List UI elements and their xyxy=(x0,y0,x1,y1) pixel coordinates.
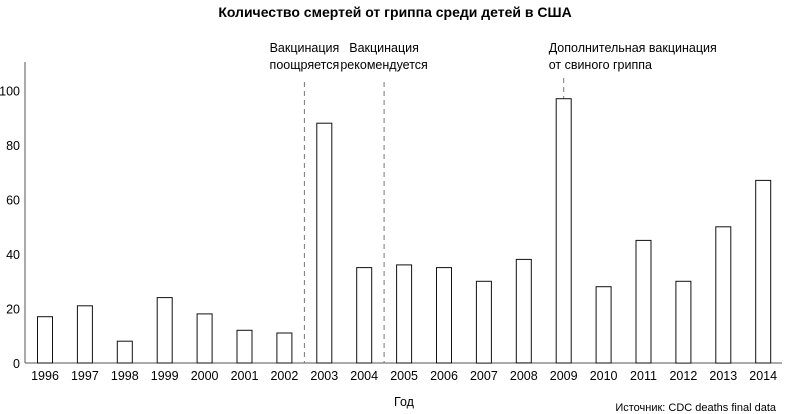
bar-2003 xyxy=(316,122,333,364)
bar-1996 xyxy=(37,316,53,364)
y-tick-label-20: 20 xyxy=(6,303,20,317)
x-tick-label-2010: 2010 xyxy=(590,369,618,383)
y-tick-label-100: 100 xyxy=(0,85,20,99)
x-tick-label-2006: 2006 xyxy=(430,369,458,383)
bar-2010 xyxy=(595,286,612,364)
y-tick-label-60: 60 xyxy=(6,194,20,208)
bars xyxy=(37,98,772,364)
x-tick-label-1999: 1999 xyxy=(151,369,179,383)
bar-1997 xyxy=(76,305,93,364)
bar-2001 xyxy=(236,329,253,364)
bar-1998 xyxy=(116,340,133,364)
x-tick-label-2013: 2013 xyxy=(709,369,737,383)
bar-2013 xyxy=(715,226,732,364)
annotations: ВакцинацияпоощряетсяВакцинациярекомендуе… xyxy=(270,41,717,363)
chart-title: Количество смертей от гриппа среди детей… xyxy=(218,4,571,20)
x-tick-label-2000: 2000 xyxy=(191,369,219,383)
bar-2012 xyxy=(675,280,692,364)
bar-2002 xyxy=(276,332,293,364)
x-tick-label-2003: 2003 xyxy=(310,369,338,383)
x-tick-label-2001: 2001 xyxy=(231,369,259,383)
x-tick-label-1997: 1997 xyxy=(71,369,99,383)
source-note: Источник: CDC deaths final data xyxy=(615,402,777,414)
bar-1999 xyxy=(156,297,173,364)
x-tick-label-2002: 2002 xyxy=(270,369,298,383)
x-tick-labels: 1996 1997 1998 1999 2000 2001 2002 2003 2004 2005… xyxy=(31,369,777,383)
annotation-3-line-1: Дополнительная вакцинация xyxy=(549,41,717,55)
x-tick-label-2004: 2004 xyxy=(350,369,378,383)
bar-2008 xyxy=(515,258,532,364)
x-tick-label-1998: 1998 xyxy=(111,369,139,383)
y-tick-label-0: 0 xyxy=(13,357,20,371)
x-tick-label-2009: 2009 xyxy=(550,369,578,383)
annotation-1-line-2: поощряется xyxy=(270,58,340,72)
bar-2000 xyxy=(196,313,213,364)
bar-2006 xyxy=(436,267,452,364)
x-tick-label-2008: 2008 xyxy=(510,369,538,383)
x-tick-label-2011: 2011 xyxy=(630,369,657,383)
bar-2011 xyxy=(635,239,652,364)
x-tick-label-2014: 2014 xyxy=(749,369,777,383)
annotation-2-line-1: Вакцинация xyxy=(349,41,419,55)
bar-2004 xyxy=(356,267,373,364)
bar-2007 xyxy=(475,280,492,364)
annotation-3-line-2: от свиного гриппа xyxy=(549,58,652,72)
x-tick-label-1996: 1996 xyxy=(31,369,59,383)
annotation-2-line-2: рекомендуется xyxy=(340,58,427,72)
bar-2009 xyxy=(555,98,572,364)
annotation-1-line-1: Вакцинация xyxy=(270,41,340,55)
bar-2014 xyxy=(755,179,772,364)
x-tick-label-2005: 2005 xyxy=(390,369,418,383)
y-tick-label-80: 80 xyxy=(6,139,20,153)
x-tick-label-2012: 2012 xyxy=(669,369,697,383)
x-axis-label: Год xyxy=(394,395,415,409)
x-tick-label-2007: 2007 xyxy=(470,369,498,383)
y-tick-labels: 0 20 40 60 80 100 xyxy=(0,85,20,372)
bar-2005 xyxy=(396,264,413,364)
y-tick-label-40: 40 xyxy=(6,248,20,262)
